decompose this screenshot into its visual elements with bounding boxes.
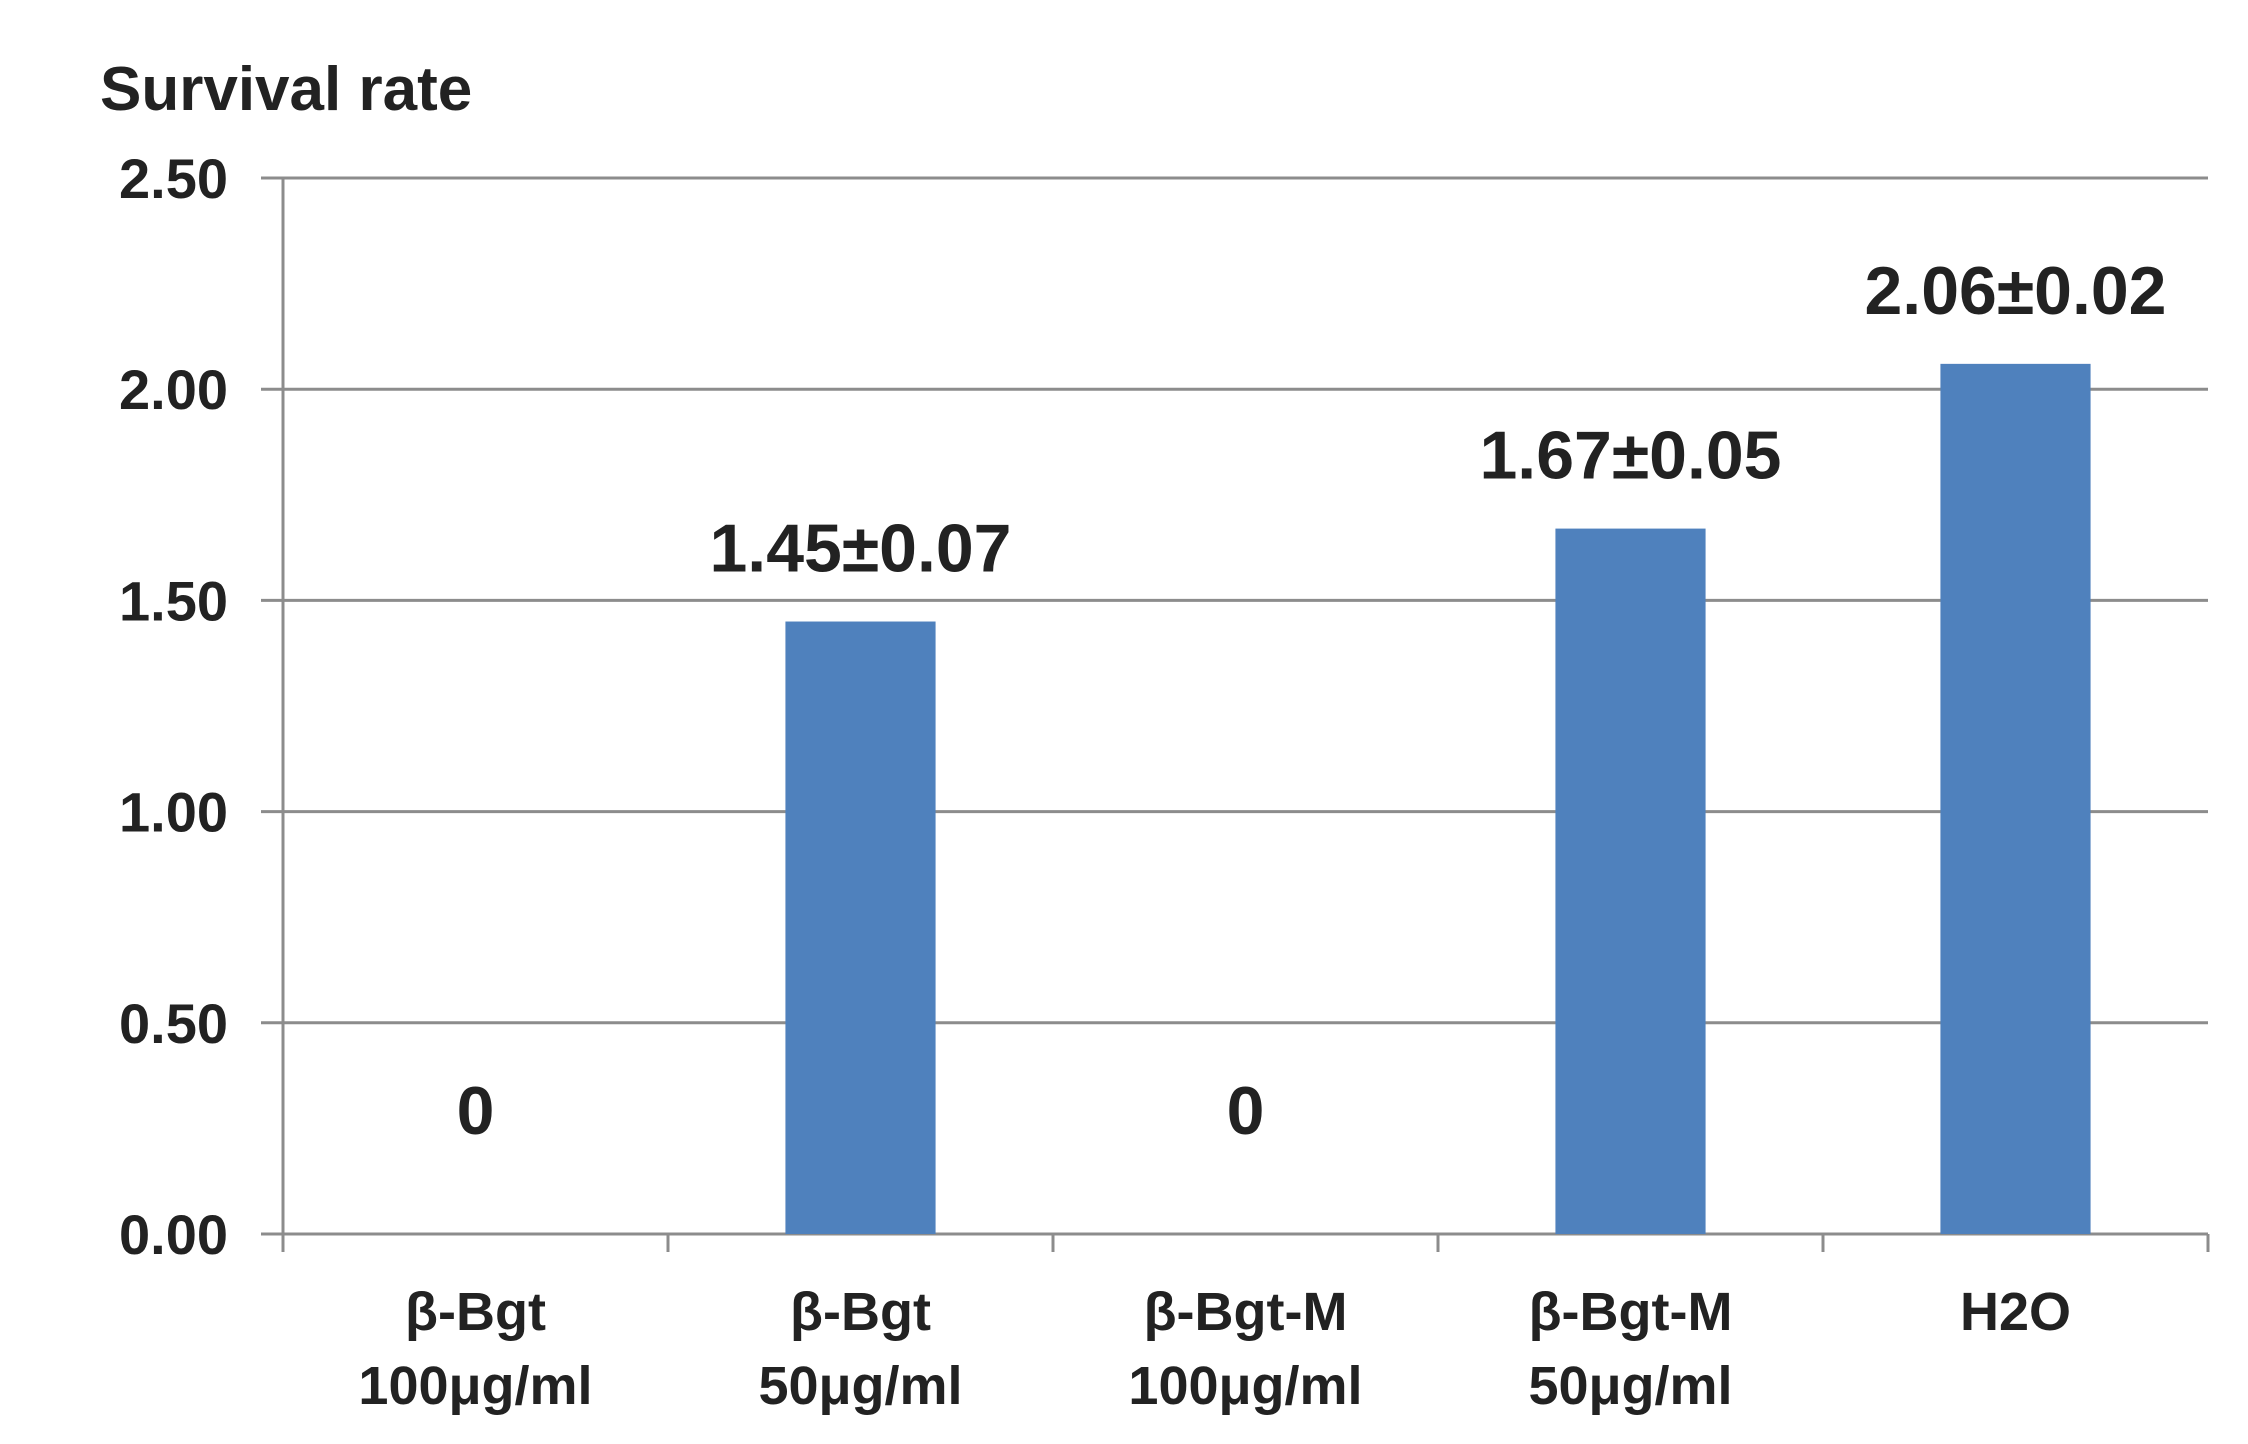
data-label: 1.45±0.07 [709,511,1011,587]
y-tick-label: 2.00 [119,358,228,421]
data-label: 0 [1227,1073,1265,1149]
x-category-label: β-Bgt-M [1529,1282,1733,1342]
y-tick-label: 1.00 [119,781,228,844]
x-category-label: β-Bgt [790,1282,931,1342]
x-category-label: 100μg/ml [1128,1356,1362,1416]
x-category-label: 50μg/ml [758,1356,962,1416]
data-label: 1.67±0.05 [1479,418,1781,494]
data-label: 2.06±0.02 [1864,253,2166,329]
y-tick-label: 1.50 [119,569,228,632]
y-tick-label: 0.50 [119,992,228,1055]
x-category-label: β-Bgt-M [1144,1282,1348,1342]
bar [1940,363,2091,1235]
y-tick-label: 2.50 [119,147,228,210]
y-axis-title: Survival rate [100,55,472,124]
bar [785,621,936,1234]
bar [1555,528,1706,1234]
x-category-label: 100μg/ml [358,1356,592,1416]
x-category-label: 50μg/ml [1528,1356,1732,1416]
x-category-label: β-Bgt [405,1282,546,1342]
data-label: 0 [457,1073,495,1149]
x-category-label: H2O [1960,1282,2071,1342]
y-tick-label: 0.00 [119,1203,228,1266]
